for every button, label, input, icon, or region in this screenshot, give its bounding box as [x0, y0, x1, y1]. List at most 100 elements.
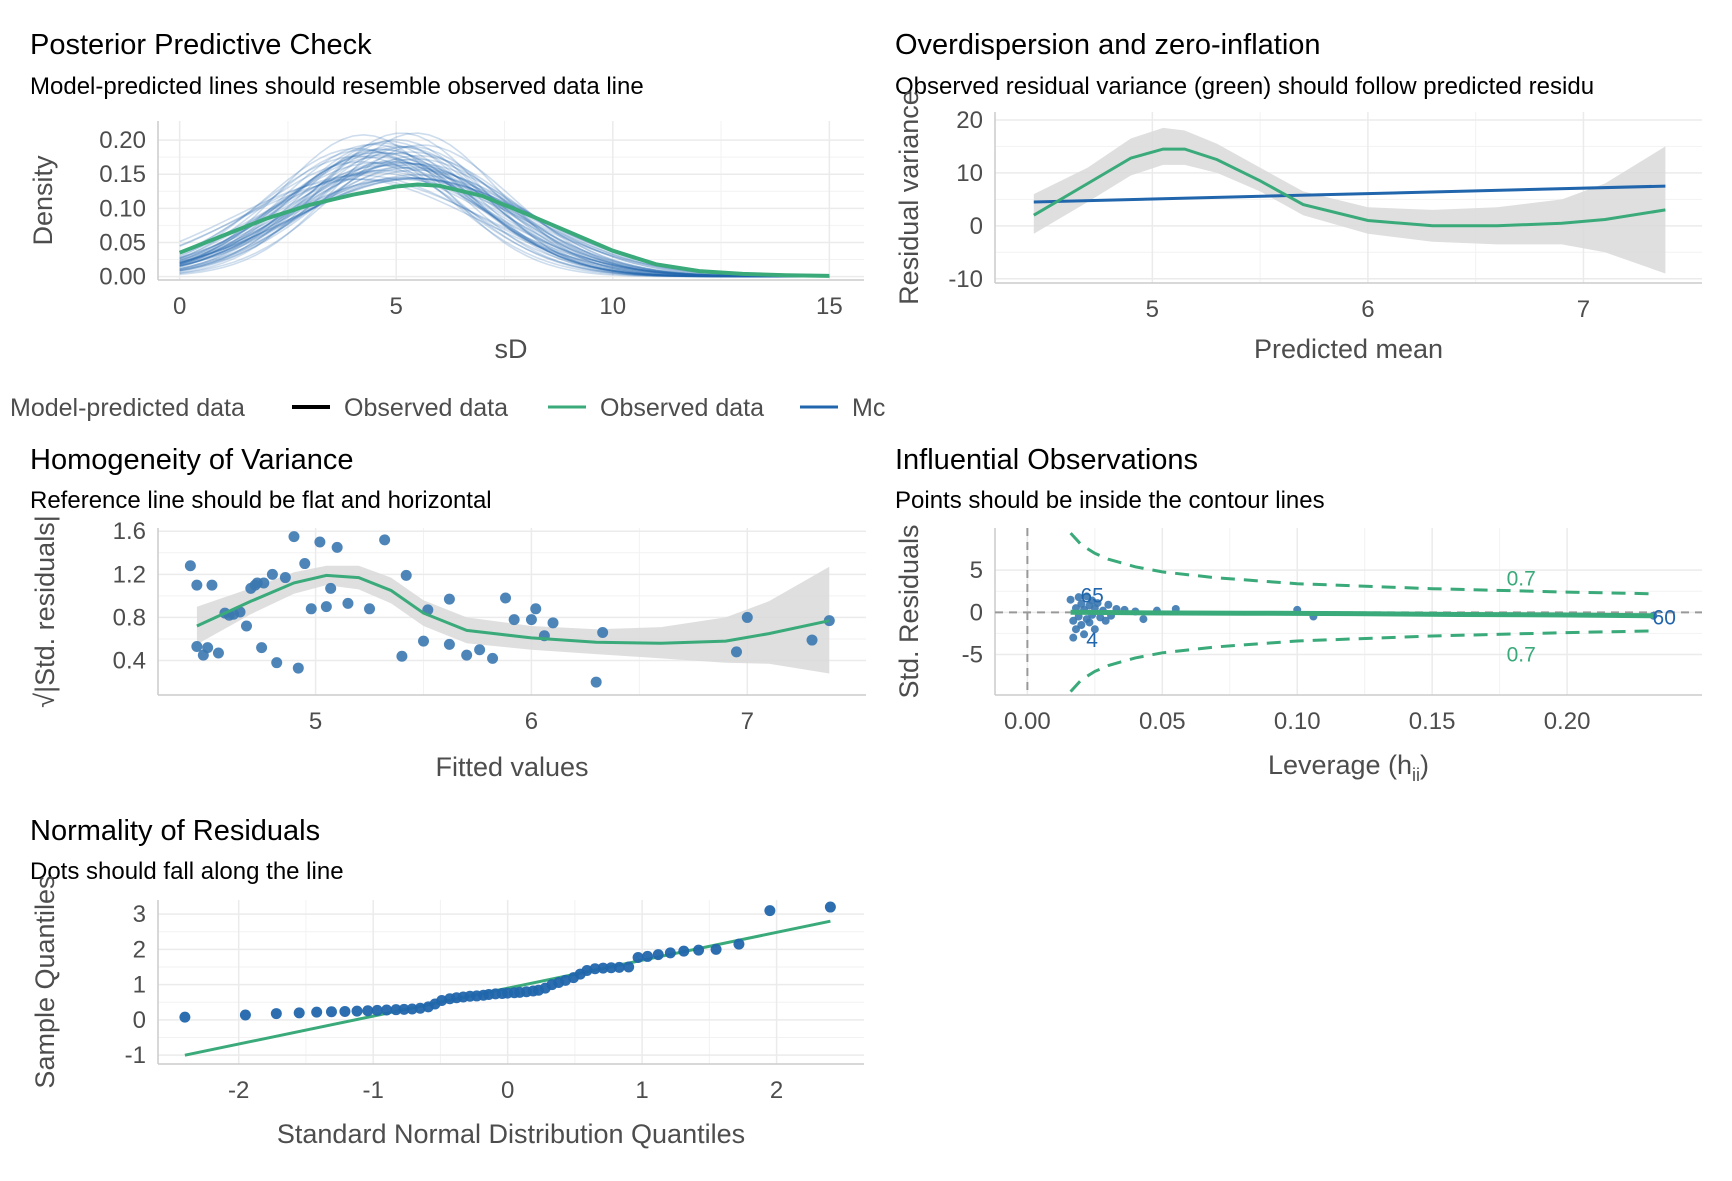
influence-contour-label-upper: 0.7: [1507, 567, 1536, 590]
ppc-y-tick-label: 0.10: [99, 195, 146, 222]
qq-x-tick-label: 0: [501, 1077, 514, 1104]
homog-data-point: [364, 603, 376, 615]
influence-contour-upper: [1069, 532, 1654, 596]
influence-x-axis-title-main: Leverage (h: [1268, 750, 1412, 780]
influence-x-tick-label: 0.05: [1139, 708, 1186, 735]
qq-data-point: [652, 949, 664, 961]
homog-data-point: [396, 650, 408, 662]
homog-data-point: [443, 593, 455, 605]
overdisp-y-tick-label: 20: [956, 107, 983, 134]
ppc-model-predicted-line: [179, 151, 830, 278]
qq-data-point: [597, 962, 609, 974]
homog-data-point: [806, 634, 818, 646]
influence-x-axis-title: Leverage (hii): [1268, 750, 1429, 785]
ppc-x-tick-label: 0: [173, 293, 186, 320]
homog-data-point: [258, 577, 270, 589]
qq-y-axis-title: Sample Quantiles: [30, 875, 60, 1088]
ppc-x-tick-label: 15: [816, 293, 843, 320]
influence-x-tick-label: 0.15: [1409, 708, 1456, 735]
ppc-subtitle: Model-predicted lines should resemble ob…: [30, 73, 644, 100]
overdisp-y-tick-label: -10: [948, 266, 983, 293]
homog-data-point: [212, 647, 224, 659]
ppc-model-predicted-line: [179, 166, 830, 278]
influence-point-label: 4: [1086, 629, 1098, 652]
influence-contour-label-lower: 0.7: [1507, 643, 1536, 666]
homogeneity-title: Homogeneity of Variance: [30, 444, 353, 476]
qq-data-point: [605, 962, 617, 974]
ppc-model-predicted-line: [179, 169, 830, 278]
ppc-model-predicted-line: [179, 146, 830, 278]
qq-data-point: [351, 1005, 363, 1017]
ppc-x-tick-label: 10: [599, 293, 626, 320]
qq-data-point: [239, 1009, 251, 1021]
ppc-model-predicted-line: [179, 154, 830, 278]
homog-data-point: [256, 642, 268, 654]
influence-point-label: 60: [1653, 606, 1676, 629]
qq-data-point: [398, 1003, 410, 1015]
homog-data-point: [266, 568, 278, 580]
influence-smooth-line: [1070, 609, 1654, 619]
homog-data-point: [508, 614, 520, 626]
qq-plot: -2 -1 0 1 2 -1 0 1 2 3 Standard Normal Distributio…: [30, 875, 864, 1149]
overdispersion-plot: 5 6 7 -10 0 10 20 Predicted mean Residual varian…: [894, 90, 1702, 364]
ppc-model-predicted-line: [179, 160, 830, 278]
qq-data-point: [589, 963, 601, 975]
overdisp-y-axis-title: Residual variance: [894, 90, 924, 305]
homog-data-point: [279, 572, 291, 584]
qq-data-point: [293, 1007, 305, 1019]
ppc-model-predicted-line: [179, 142, 830, 278]
ppc-model-predicted-line: [179, 156, 830, 278]
overdispersion-subtitle: Observed residual variance (green) shoul…: [895, 73, 1594, 100]
overdisp-x-axis-title: Predicted mean: [1254, 334, 1443, 364]
homog-y-tick-label: 0.4: [113, 648, 146, 675]
legend-item-model-predicted-2: Mc: [852, 394, 885, 422]
qq-data-point: [179, 1011, 191, 1023]
legend-item-observed-1: Observed data: [344, 394, 508, 422]
overdisp-observed-line: [1033, 147, 1666, 228]
influence-plot: 0.00 0.05 0.10 0.15 0.20 -5 0 5 0.7 0.7 65 4 60 Lever…: [894, 524, 1702, 785]
ppc-model-predicted-line: [179, 178, 830, 278]
ppc-model-predicted-line: [179, 155, 830, 278]
homog-data-point: [299, 558, 311, 570]
influence-x-axis-title-end: ): [1420, 750, 1429, 780]
overdisp-predicted-line: [1033, 184, 1666, 204]
influence-y-tick-label: -5: [962, 642, 983, 669]
influence-data-point: [1077, 620, 1086, 629]
ppc-model-predicted-line: [179, 149, 830, 278]
legend: Model-predicted data Observed data Obser…: [10, 394, 885, 422]
qq-x-tick-label: 2: [770, 1077, 783, 1104]
ppc-model-predicted-line: [179, 140, 830, 278]
influence-panel: Influential Observations Points should b…: [894, 444, 1702, 785]
influence-x-tick-label: 0.20: [1544, 708, 1591, 735]
homog-data-point: [379, 534, 391, 546]
qq-data-point: [371, 1004, 383, 1016]
ppc-model-predicted-line: [179, 133, 830, 278]
homog-data-point: [206, 579, 218, 591]
qq-data-point: [693, 944, 705, 956]
influence-y-tick-label: 5: [970, 557, 983, 584]
ppc-model-predicted-line: [179, 147, 830, 278]
qq-data-point: [390, 1004, 402, 1016]
ppc-model-predicted-line: [179, 151, 830, 278]
ppc-model-predicted-line: [179, 161, 830, 278]
influence-contour-lower: [1069, 629, 1654, 693]
ppc-model-predicted-line: [179, 178, 830, 278]
ppc-y-axis-title: Density: [28, 155, 58, 246]
ppc-model-predicted-line: [179, 164, 830, 278]
qq-subtitle: Dots should fall along the line: [30, 858, 344, 885]
qq-data-point: [381, 1004, 393, 1016]
influence-data-point: [1093, 599, 1102, 608]
homog-data-point: [547, 617, 559, 629]
ppc-model-predicted-line: [179, 132, 830, 278]
ppc-model-predicted-line: [179, 145, 830, 278]
homog-x-tick-label: 6: [525, 708, 538, 735]
homog-data-point: [342, 597, 354, 609]
qq-data-point: [362, 1005, 374, 1017]
homog-data-point: [461, 649, 473, 661]
ppc-model-predicted-line: [179, 151, 830, 278]
homog-data-point: [730, 646, 742, 658]
overdispersion-title: Overdispersion and zero-inflation: [895, 29, 1321, 61]
influence-data-point: [1071, 625, 1080, 634]
qq-x-tick-label: -2: [228, 1077, 249, 1104]
